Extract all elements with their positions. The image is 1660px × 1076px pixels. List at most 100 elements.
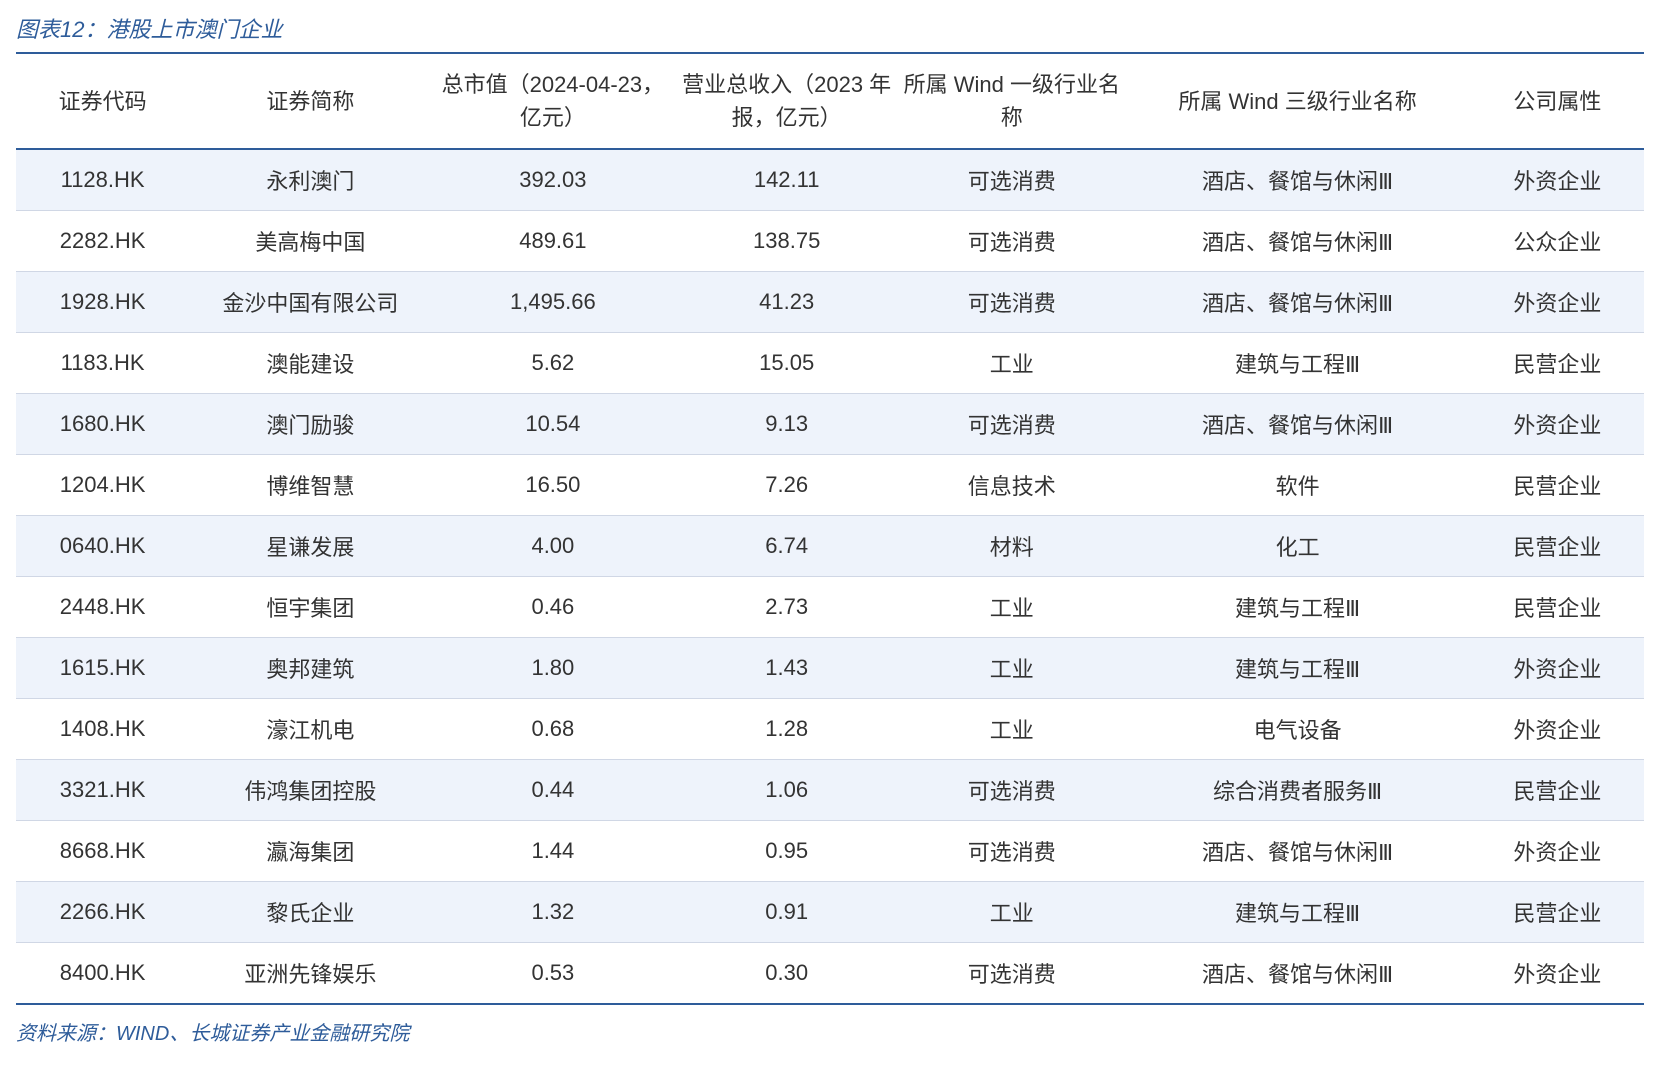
table-cell: 可选消费 [899,394,1124,455]
table-cell: 2282.HK [16,211,189,272]
table-cell: 工业 [899,882,1124,943]
table-cell: 2266.HK [16,882,189,943]
table-row: 2282.HK美高梅中国489.61138.75可选消费酒店、餐馆与休闲Ⅲ公众企… [16,211,1644,272]
table-cell: 1204.HK [16,455,189,516]
table-cell: 4.00 [432,516,674,577]
table-row: 1408.HK濠江机电0.681.28工业电气设备外资企业 [16,699,1644,760]
table-cell: 0.91 [674,882,899,943]
table-cell: 1.06 [674,760,899,821]
table-row: 2448.HK恒宇集团0.462.73工业建筑与工程Ⅲ民营企业 [16,577,1644,638]
table-cell: 化工 [1124,516,1470,577]
table-cell: 1408.HK [16,699,189,760]
table-cell: 外资企业 [1471,638,1644,699]
table-cell: 1128.HK [16,149,189,211]
col-header-wind3: 所属 Wind 三级行业名称 [1124,54,1470,149]
table-row: 2266.HK黎氏企业1.320.91工业建筑与工程Ⅲ民营企业 [16,882,1644,943]
chart-title: 图表12：港股上市澳门企业 [16,8,1644,54]
table-cell: 0.53 [432,943,674,1005]
table-cell: 酒店、餐馆与休闲Ⅲ [1124,394,1470,455]
table-cell: 可选消费 [899,760,1124,821]
table-cell: 民营企业 [1471,516,1644,577]
table-cell: 建筑与工程Ⅲ [1124,882,1470,943]
table-cell: 酒店、餐馆与休闲Ⅲ [1124,211,1470,272]
table-cell: 酒店、餐馆与休闲Ⅲ [1124,943,1470,1005]
table-cell: 瀛海集团 [189,821,431,882]
col-header-wind1: 所属 Wind 一级行业名称 [899,54,1124,149]
table-cell: 公众企业 [1471,211,1644,272]
table-cell: 1183.HK [16,333,189,394]
table-row: 1204.HK博维智慧16.507.26信息技术软件民营企业 [16,455,1644,516]
table-row: 1183.HK澳能建设5.6215.05工业建筑与工程Ⅲ民营企业 [16,333,1644,394]
table-row: 0640.HK星谦发展4.006.74材料化工民营企业 [16,516,1644,577]
table-cell: 工业 [899,333,1124,394]
table-cell: 酒店、餐馆与休闲Ⅲ [1124,149,1470,211]
table-cell: 星谦发展 [189,516,431,577]
table-cell: 1.44 [432,821,674,882]
table-row: 1928.HK金沙中国有限公司1,495.6641.23可选消费酒店、餐馆与休闲… [16,272,1644,333]
table-cell: 1.43 [674,638,899,699]
stock-table: 证券代码 证券简称 总市值（2024-04-23，亿元） 营业总收入（2023 … [16,54,1644,1005]
table-cell: 外资企业 [1471,394,1644,455]
table-cell: 电气设备 [1124,699,1470,760]
table-cell: 2448.HK [16,577,189,638]
table-cell: 8400.HK [16,943,189,1005]
table-cell: 软件 [1124,455,1470,516]
table-cell: 可选消费 [899,149,1124,211]
table-cell: 7.26 [674,455,899,516]
table-cell: 392.03 [432,149,674,211]
table-cell: 0.68 [432,699,674,760]
table-cell: 可选消费 [899,821,1124,882]
table-cell: 民营企业 [1471,577,1644,638]
table-cell: 恒宇集团 [189,577,431,638]
table-cell: 亚洲先锋娱乐 [189,943,431,1005]
table-cell: 0640.HK [16,516,189,577]
table-row: 8668.HK瀛海集团1.440.95可选消费酒店、餐馆与休闲Ⅲ外资企业 [16,821,1644,882]
table-cell: 可选消费 [899,211,1124,272]
table-cell: 建筑与工程Ⅲ [1124,333,1470,394]
table-body: 1128.HK永利澳门392.03142.11可选消费酒店、餐馆与休闲Ⅲ外资企业… [16,149,1644,1004]
table-cell: 工业 [899,699,1124,760]
table-cell: 外资企业 [1471,149,1644,211]
table-cell: 酒店、餐馆与休闲Ⅲ [1124,272,1470,333]
col-header-code: 证券代码 [16,54,189,149]
table-row: 1128.HK永利澳门392.03142.11可选消费酒店、餐馆与休闲Ⅲ外资企业 [16,149,1644,211]
table-cell: 3321.HK [16,760,189,821]
table-cell: 142.11 [674,149,899,211]
table-cell: 外资企业 [1471,821,1644,882]
table-cell: 0.95 [674,821,899,882]
table-cell: 民营企业 [1471,760,1644,821]
table-cell: 永利澳门 [189,149,431,211]
table-cell: 工业 [899,577,1124,638]
table-cell: 1.32 [432,882,674,943]
table-cell: 濠江机电 [189,699,431,760]
table-cell: 5.62 [432,333,674,394]
table-cell: 41.23 [674,272,899,333]
col-header-revenue: 营业总收入（2023 年报，亿元） [674,54,899,149]
col-header-marketcap: 总市值（2024-04-23，亿元） [432,54,674,149]
table-cell: 1928.HK [16,272,189,333]
table-cell: 黎氏企业 [189,882,431,943]
table-cell: 民营企业 [1471,455,1644,516]
table-cell: 外资企业 [1471,943,1644,1005]
table-cell: 可选消费 [899,943,1124,1005]
table-cell: 0.44 [432,760,674,821]
table-cell: 15.05 [674,333,899,394]
table-cell: 1.28 [674,699,899,760]
table-cell: 美高梅中国 [189,211,431,272]
table-row: 1615.HK奥邦建筑1.801.43工业建筑与工程Ⅲ外资企业 [16,638,1644,699]
table-cell: 外资企业 [1471,272,1644,333]
table-cell: 民营企业 [1471,333,1644,394]
table-cell: 建筑与工程Ⅲ [1124,638,1470,699]
table-cell: 2.73 [674,577,899,638]
table-cell: 材料 [899,516,1124,577]
table-cell: 0.30 [674,943,899,1005]
table-cell: 8668.HK [16,821,189,882]
col-header-type: 公司属性 [1471,54,1644,149]
table-cell: 6.74 [674,516,899,577]
table-cell: 酒店、餐馆与休闲Ⅲ [1124,821,1470,882]
table-cell: 外资企业 [1471,699,1644,760]
table-cell: 1,495.66 [432,272,674,333]
table-cell: 综合消费者服务Ⅲ [1124,760,1470,821]
table-cell: 1615.HK [16,638,189,699]
table-cell: 16.50 [432,455,674,516]
